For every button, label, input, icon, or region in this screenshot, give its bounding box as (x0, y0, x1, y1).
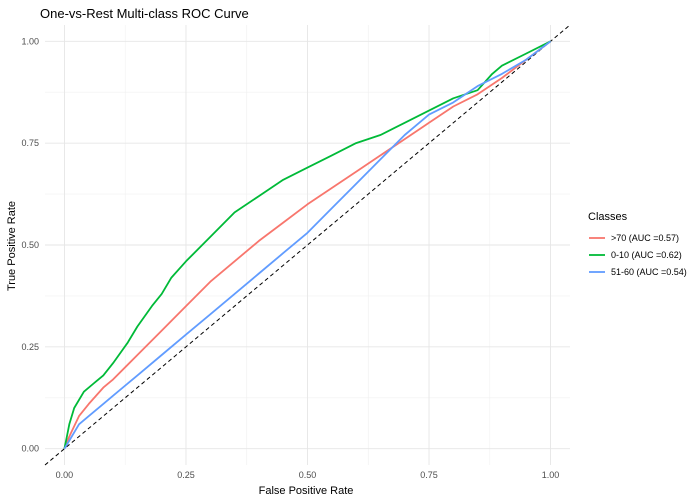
x-axis-title: False Positive Rate (259, 485, 354, 497)
series-line-0 (63, 40, 552, 450)
series-line-1 (63, 40, 552, 449)
legend-title: Classes (588, 211, 628, 223)
x-axis-ticks: 0.00 0.25 0.50 0.75 1.00 (56, 470, 560, 480)
y-tick-label: 0.00 (21, 444, 39, 454)
y-tick-label: 0.50 (21, 240, 39, 250)
y-tick-label: 0.75 (21, 138, 39, 148)
legend-label-1: 0-10 (AUC =0.62) (611, 250, 682, 260)
y-tick-label: 1.00 (21, 36, 39, 46)
x-tick-label: 0.00 (56, 470, 74, 480)
y-tick-label: 0.25 (21, 342, 39, 352)
series-lines (63, 40, 552, 450)
legend: Classes >70 (AUC =0.57) 0-10 (AUC =0.62) 5… (588, 211, 687, 277)
x-tick-label: 0.75 (420, 470, 438, 480)
grid (45, 25, 570, 465)
y-axis-title: True Positive Rate (6, 201, 18, 291)
diagonal-line (44, 24, 571, 466)
y-axis-ticks: 0.00 0.25 0.50 0.75 1.00 (21, 36, 39, 453)
x-tick-label: 0.50 (299, 470, 317, 480)
chart-title: One-vs-Rest Multi-class ROC Curve (40, 6, 249, 21)
x-tick-label: 0.25 (177, 470, 195, 480)
legend-label-2: 51-60 (AUC =0.54) (611, 267, 687, 277)
legend-label-0: >70 (AUC =0.57) (611, 233, 679, 243)
diagonal-reference-line (44, 24, 571, 466)
x-tick-label: 1.00 (542, 470, 560, 480)
series-line-2 (63, 40, 552, 450)
